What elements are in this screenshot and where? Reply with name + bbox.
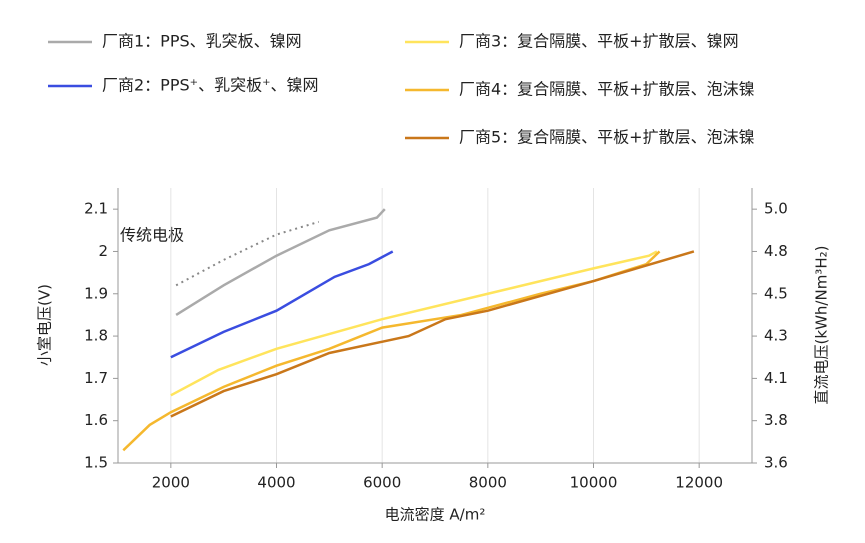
y2-tick-label: 5.0 [764, 200, 788, 218]
y-tick-label: 2.1 [84, 200, 108, 218]
series-line [175, 208, 386, 316]
y2-tick-label: 4.5 [764, 284, 788, 302]
x-axis-label: 电流密度 A/m² [385, 506, 486, 524]
y2-tick-label: 3.8 [764, 411, 788, 429]
legend-label: 厂商5：复合隔膜、平板+扩散层、泡沫镍 [459, 128, 755, 147]
x-tick-label: 10000 [570, 474, 618, 492]
annotation: 传统电极 [120, 226, 184, 245]
y-tick-label: 2 [98, 242, 108, 260]
legend-label: 厂商3：复合隔膜、平板+扩散层、镍网 [459, 32, 739, 51]
y-tick-label: 1.7 [84, 369, 108, 387]
legend-label: 厂商4：复合隔膜、平板+扩散层、泡沫镍 [459, 80, 755, 99]
x-tick-label: 2000 [152, 474, 190, 492]
y-tick-label: 1.5 [84, 454, 108, 472]
x-tick-label: 12000 [675, 474, 723, 492]
y-tick-label: 1.8 [84, 327, 108, 345]
reference-line [175, 220, 320, 287]
y2-tick-label: 4.3 [764, 327, 788, 345]
legend-label: 厂商2：PPS⁺、乳突板⁺、镍网 [102, 76, 319, 95]
series-line [170, 250, 658, 397]
series-line [170, 250, 695, 418]
series-line [170, 250, 394, 359]
y-axis-label: 小室电压(V) [36, 284, 54, 366]
y2-axis-label: 直流电压(kWh/Nm³H₂) [813, 246, 831, 405]
y2-tick-label: 4.1 [764, 369, 788, 387]
y-tick-label: 1.6 [84, 411, 108, 429]
x-tick-label: 8000 [469, 474, 507, 492]
y-tick-label: 1.9 [84, 284, 108, 302]
x-tick-label: 4000 [257, 474, 295, 492]
series-line [122, 250, 661, 452]
x-tick-label: 6000 [363, 474, 401, 492]
y2-tick-label: 4.8 [764, 242, 788, 260]
legend-label: 厂商1：PPS、乳突板、镍网 [102, 32, 302, 51]
y2-tick-label: 3.6 [764, 454, 788, 472]
